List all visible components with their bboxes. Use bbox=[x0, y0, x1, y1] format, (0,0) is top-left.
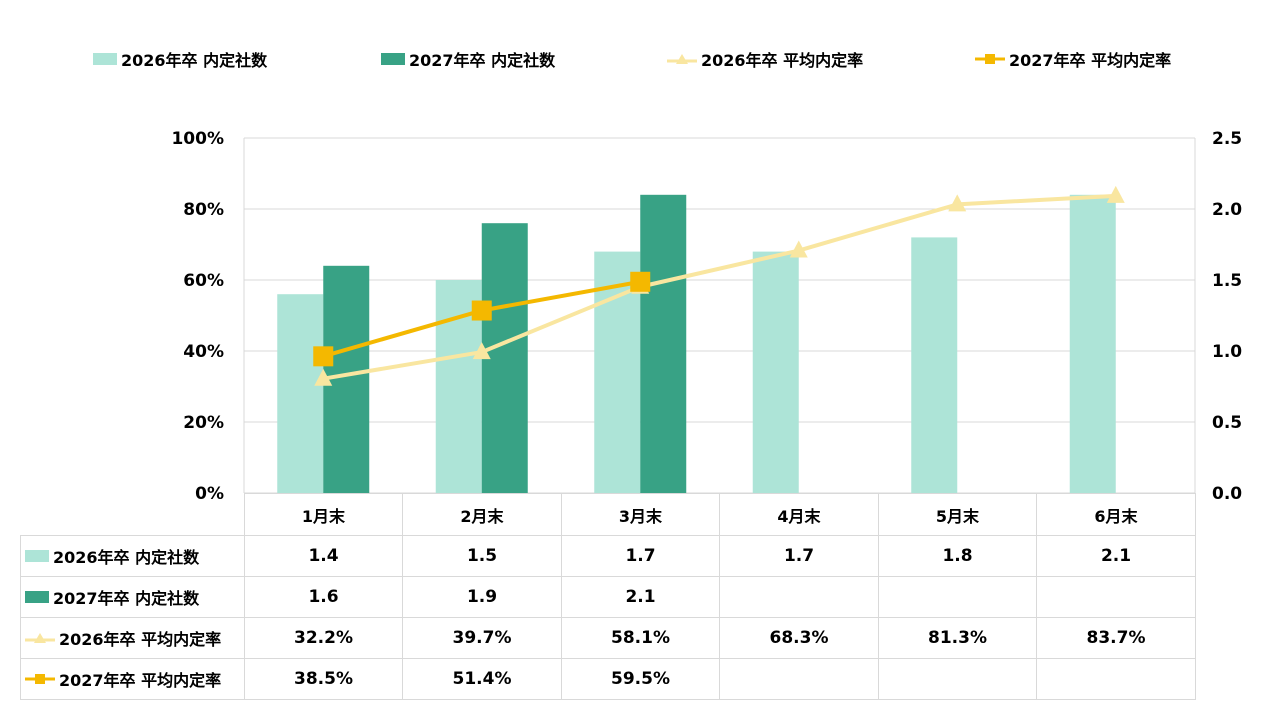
table-cell: 1.8 bbox=[878, 535, 1037, 577]
table-cell: 1.5 bbox=[402, 535, 562, 577]
legend-swatch-2027-offers bbox=[381, 53, 405, 65]
y-right-tick-label: 1.5 bbox=[1212, 271, 1242, 291]
table-cell: 1.7 bbox=[719, 535, 879, 577]
table-cell: 1.9 bbox=[402, 576, 562, 618]
legend-item-2027-offers: 2027年卒 内定社数 bbox=[381, 44, 555, 74]
bar bbox=[752, 251, 799, 493]
table-cell: 32.2% bbox=[244, 617, 403, 659]
table-cell bbox=[1036, 658, 1196, 700]
chart-plot: 0%20%40%60%80%100%0.00.51.01.52.02.5 bbox=[171, 129, 1242, 500]
y-left-tick-label: 20% bbox=[183, 413, 224, 433]
legend-swatch-2026-offers bbox=[93, 53, 117, 65]
row-label: 2026年卒 平均内定率 bbox=[59, 630, 222, 649]
point-marker bbox=[313, 346, 334, 367]
data-table: 1月末 2月末 3月末 4月末 5月末 6月末 2026年卒 内定社数 1.4 … bbox=[20, 493, 1196, 700]
table-row: 2026年卒 内定社数 1.4 1.5 1.7 1.7 1.8 2.1 bbox=[20, 535, 1196, 577]
table-cell: 68.3% bbox=[719, 617, 879, 659]
category-label: 3月末 bbox=[561, 493, 720, 536]
bar bbox=[911, 237, 958, 493]
legend-swatch-2027-rate bbox=[975, 54, 1005, 64]
table-cell bbox=[878, 576, 1037, 618]
gridlines bbox=[244, 137, 1195, 494]
category-label: 1月末 bbox=[244, 493, 403, 536]
table-cell: 51.4% bbox=[402, 658, 562, 700]
category-label: 5月末 bbox=[878, 493, 1037, 536]
table-cell: 38.5% bbox=[244, 658, 403, 700]
table-cell: 58.1% bbox=[561, 617, 720, 659]
table-row: 2027年卒 平均内定率 38.5% 51.4% 59.5% bbox=[20, 658, 1196, 700]
row-swatch bbox=[25, 550, 49, 562]
y-right-tick-label: 2.5 bbox=[1212, 129, 1242, 149]
table-cell: 1.6 bbox=[244, 576, 403, 618]
row-label: 2027年卒 平均内定率 bbox=[59, 671, 222, 690]
point-marker bbox=[472, 342, 491, 360]
point-marker bbox=[630, 271, 651, 292]
table-cell: 1.4 bbox=[244, 535, 403, 577]
legend-label-2026-rate: 2026年卒 平均内定率 bbox=[701, 51, 864, 70]
series-line bbox=[322, 193, 1116, 381]
legend-label-2026-offers: 2026年卒 内定社数 bbox=[121, 51, 268, 70]
point-marker bbox=[789, 240, 808, 258]
category-label: 6月末 bbox=[1036, 493, 1196, 536]
row-swatch bbox=[25, 633, 55, 643]
row-header: 2027年卒 平均内定率 bbox=[20, 658, 245, 700]
legend-swatch-2026-rate bbox=[667, 54, 697, 64]
y-right-tick-label: 2.0 bbox=[1212, 200, 1242, 220]
row-label: 2027年卒 内定社数 bbox=[53, 589, 200, 608]
row-header: 2026年卒 平均内定率 bbox=[20, 617, 245, 659]
point-marker bbox=[471, 300, 492, 321]
y-left-tick-label: 80% bbox=[183, 200, 224, 220]
table-cell: 2.1 bbox=[561, 576, 720, 618]
chart-legend: 2026年卒 内定社数 2027年卒 内定社数 2026年卒 平均内定率 202… bbox=[0, 44, 1280, 74]
y-right-tick-label: 0.0 bbox=[1212, 484, 1242, 500]
table-cell bbox=[878, 658, 1037, 700]
table-cell: 39.7% bbox=[402, 617, 562, 659]
lines bbox=[313, 185, 1125, 386]
y-left-tick-label: 60% bbox=[183, 271, 224, 291]
point-marker bbox=[1106, 185, 1125, 203]
legend-item-2027-rate: 2027年卒 平均内定率 bbox=[975, 44, 1171, 74]
y-right-tick-label: 0.5 bbox=[1212, 413, 1242, 433]
row-swatch bbox=[25, 674, 55, 684]
row-label: 2026年卒 内定社数 bbox=[53, 548, 200, 567]
table-cell bbox=[719, 576, 879, 618]
y-left-tick-label: 100% bbox=[171, 129, 224, 149]
bars bbox=[277, 194, 1116, 494]
category-label: 2月末 bbox=[402, 493, 562, 536]
point-marker bbox=[948, 194, 967, 212]
table-cell: 1.7 bbox=[561, 535, 720, 577]
row-header: 2026年卒 内定社数 bbox=[20, 535, 245, 577]
bar bbox=[1069, 194, 1116, 494]
category-label: 4月末 bbox=[719, 493, 879, 536]
legend-label-2027-rate: 2027年卒 平均内定率 bbox=[1009, 51, 1172, 70]
category-row: 1月末 2月末 3月末 4月末 5月末 6月末 bbox=[20, 493, 1196, 536]
table-cell: 81.3% bbox=[878, 617, 1037, 659]
row-swatch bbox=[25, 591, 49, 603]
legend-item-2026-offers: 2026年卒 内定社数 bbox=[93, 44, 267, 74]
row-header: 2027年卒 内定社数 bbox=[20, 576, 245, 618]
table-cell: 2.1 bbox=[1036, 535, 1196, 577]
y-left-tick-label: 40% bbox=[183, 342, 224, 362]
legend-label-2027-offers: 2027年卒 内定社数 bbox=[409, 51, 556, 70]
table-row: 2026年卒 平均内定率 32.2% 39.7% 58.1% 68.3% 81.… bbox=[20, 617, 1196, 659]
bar bbox=[640, 194, 687, 494]
table-cell: 83.7% bbox=[1036, 617, 1196, 659]
bar bbox=[277, 294, 324, 493]
point-marker bbox=[314, 368, 333, 386]
table-cell bbox=[1036, 576, 1196, 618]
y-right-tick-label: 1.0 bbox=[1212, 342, 1242, 362]
table-row: 2027年卒 内定社数 1.6 1.9 2.1 bbox=[20, 576, 1196, 618]
table-cell: 59.5% bbox=[561, 658, 720, 700]
table-corner bbox=[20, 493, 245, 536]
legend-item-2026-rate: 2026年卒 平均内定率 bbox=[667, 44, 863, 74]
table-cell bbox=[719, 658, 879, 700]
